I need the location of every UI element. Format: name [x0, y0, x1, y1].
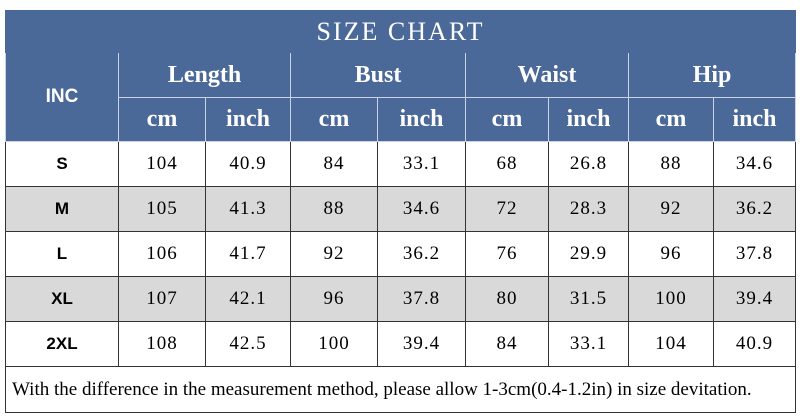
value-cell: 107: [118, 276, 206, 322]
unit-header: inch: [377, 97, 466, 142]
value-cell: 41.7: [205, 231, 291, 277]
value-cell: 68: [465, 141, 549, 187]
value-cell: 106: [118, 231, 206, 277]
value-cell: 100: [628, 276, 714, 322]
value-cell: 104: [628, 321, 714, 367]
row-header: INC: [5, 52, 119, 142]
value-cell: 88: [628, 141, 714, 187]
group-header: Waist: [465, 52, 629, 98]
table-title: SIZE CHART: [4, 10, 797, 53]
value-cell: 104: [118, 141, 206, 187]
size-cell: S: [5, 141, 119, 187]
unit-header: inch: [712, 97, 797, 142]
value-cell: 96: [628, 231, 714, 277]
unit-header: inch: [205, 97, 291, 142]
unit-header: cm: [118, 97, 206, 142]
value-cell: 42.1: [205, 276, 291, 322]
data-row: M 105 41.3 88 34.6 72 28.3 92 36.2: [5, 186, 797, 232]
value-cell: 42.5: [205, 321, 291, 367]
note-row: With the difference in the measurement m…: [4, 366, 797, 413]
value-cell: 36.2: [377, 231, 466, 277]
value-cell: 34.6: [712, 141, 797, 187]
unit-header: inch: [548, 97, 629, 142]
value-cell: 108: [118, 321, 206, 367]
note: With the difference in the measurement m…: [4, 366, 797, 413]
value-cell: 31.5: [548, 276, 629, 322]
value-cell: 29.9: [548, 231, 629, 277]
unit-header: cm: [628, 97, 714, 142]
value-cell: 41.3: [205, 186, 291, 232]
value-cell: 84: [465, 321, 549, 367]
value-cell: 76: [465, 231, 549, 277]
value-cell: 39.4: [712, 276, 797, 322]
value-cell: 33.1: [377, 141, 466, 187]
group-header: Length: [118, 52, 291, 98]
value-cell: 37.8: [377, 276, 466, 322]
value-cell: 72: [465, 186, 549, 232]
unit-header: cm: [290, 97, 378, 142]
value-cell: 92: [290, 231, 378, 277]
size-table: SIZE CHART INC Length Bust Waist Hip cm inch cm…: [4, 10, 797, 413]
value-cell: 40.9: [712, 321, 797, 367]
value-cell: 40.9: [205, 141, 291, 187]
unit-row: cm inch cm inch cm inch cm inch: [6, 97, 797, 142]
unit-header: cm: [465, 97, 549, 142]
group-header: Hip: [627, 52, 797, 98]
data-row: XL 107 42.1 96 37.8 80 31.5 100 39.4: [5, 276, 797, 322]
value-cell: 39.4: [377, 321, 466, 367]
data-row: L 106 41.7 92 36.2 76 29.9 96 37.8: [5, 231, 797, 277]
value-cell: 88: [290, 186, 378, 232]
size-cell: M: [5, 186, 119, 232]
value-cell: 36.2: [712, 186, 797, 232]
size-cell: L: [5, 231, 119, 277]
size-cell: 2XL: [5, 321, 119, 367]
value-cell: 34.6: [377, 186, 466, 232]
value-cell: 33.1: [548, 321, 629, 367]
value-cell: 37.8: [712, 231, 797, 277]
data-row: S 104 40.9 84 33.1 68 26.8 88 34.6: [5, 141, 797, 187]
header-row: INC Length Bust Waist Hip: [5, 52, 797, 142]
size-cell: XL: [5, 276, 119, 322]
value-cell: 105: [118, 186, 206, 232]
value-cell: 84: [290, 141, 378, 187]
value-cell: 96: [290, 276, 378, 322]
value-cell: 26.8: [548, 141, 629, 187]
value-cell: 28.3: [548, 186, 629, 232]
size-chart: SIZE CHART INC Length Bust Waist Hip cm inch cm…: [4, 10, 797, 413]
data-row: 2XL 108 42.5 100 39.4 84 33.1 104 40.9: [5, 321, 797, 367]
value-cell: 100: [290, 321, 378, 367]
group-header: Bust: [290, 52, 466, 98]
value-cell: 80: [465, 276, 549, 322]
value-cell: 92: [628, 186, 714, 232]
